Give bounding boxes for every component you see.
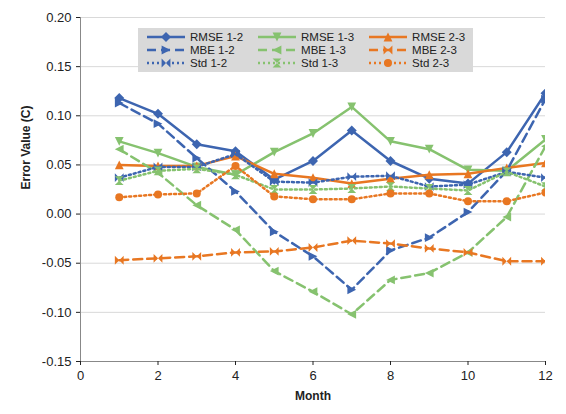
html-text:MBE 1-2: MBE 1-2 [190, 44, 235, 56]
svg-text:0.20: 0.20 [46, 10, 71, 25]
html-text:Std 1-2: Std 1-2 [190, 57, 228, 69]
html-text:Std 1-3: Std 1-3 [301, 57, 339, 69]
svg-text:2: 2 [154, 368, 161, 383]
html-text:RMSE 1-2: RMSE 1-2 [190, 31, 243, 43]
svg-text:0.05: 0.05 [46, 157, 71, 172]
svg-text:4: 4 [232, 368, 239, 383]
svg-text:10: 10 [461, 368, 475, 383]
svg-text:-0.05: -0.05 [42, 255, 72, 270]
html-text:Std 2-3: Std 2-3 [412, 57, 450, 69]
svg-text:6: 6 [309, 368, 316, 383]
svg-text:-0.10: -0.10 [42, 305, 72, 320]
html-text:RMSE 2-3: RMSE 2-3 [412, 31, 466, 43]
svg-text:12: 12 [538, 368, 552, 383]
svg-text:0: 0 [77, 368, 84, 383]
svg-text:8: 8 [387, 368, 394, 383]
html-text:MBE 2-3: MBE 2-3 [412, 44, 457, 56]
html-text:MBE 1-3: MBE 1-3 [301, 44, 346, 56]
svg-text:0.00: 0.00 [46, 206, 71, 221]
svg-text:Error Value (C): Error Value (C) [19, 105, 33, 189]
svg-text:0.10: 0.10 [46, 108, 71, 123]
html-text:RMSE 1-3: RMSE 1-3 [301, 31, 355, 43]
svg-text:0.15: 0.15 [46, 59, 71, 74]
svg-text:Month: Month [295, 389, 331, 403]
svg-text:-0.15: -0.15 [42, 354, 72, 369]
